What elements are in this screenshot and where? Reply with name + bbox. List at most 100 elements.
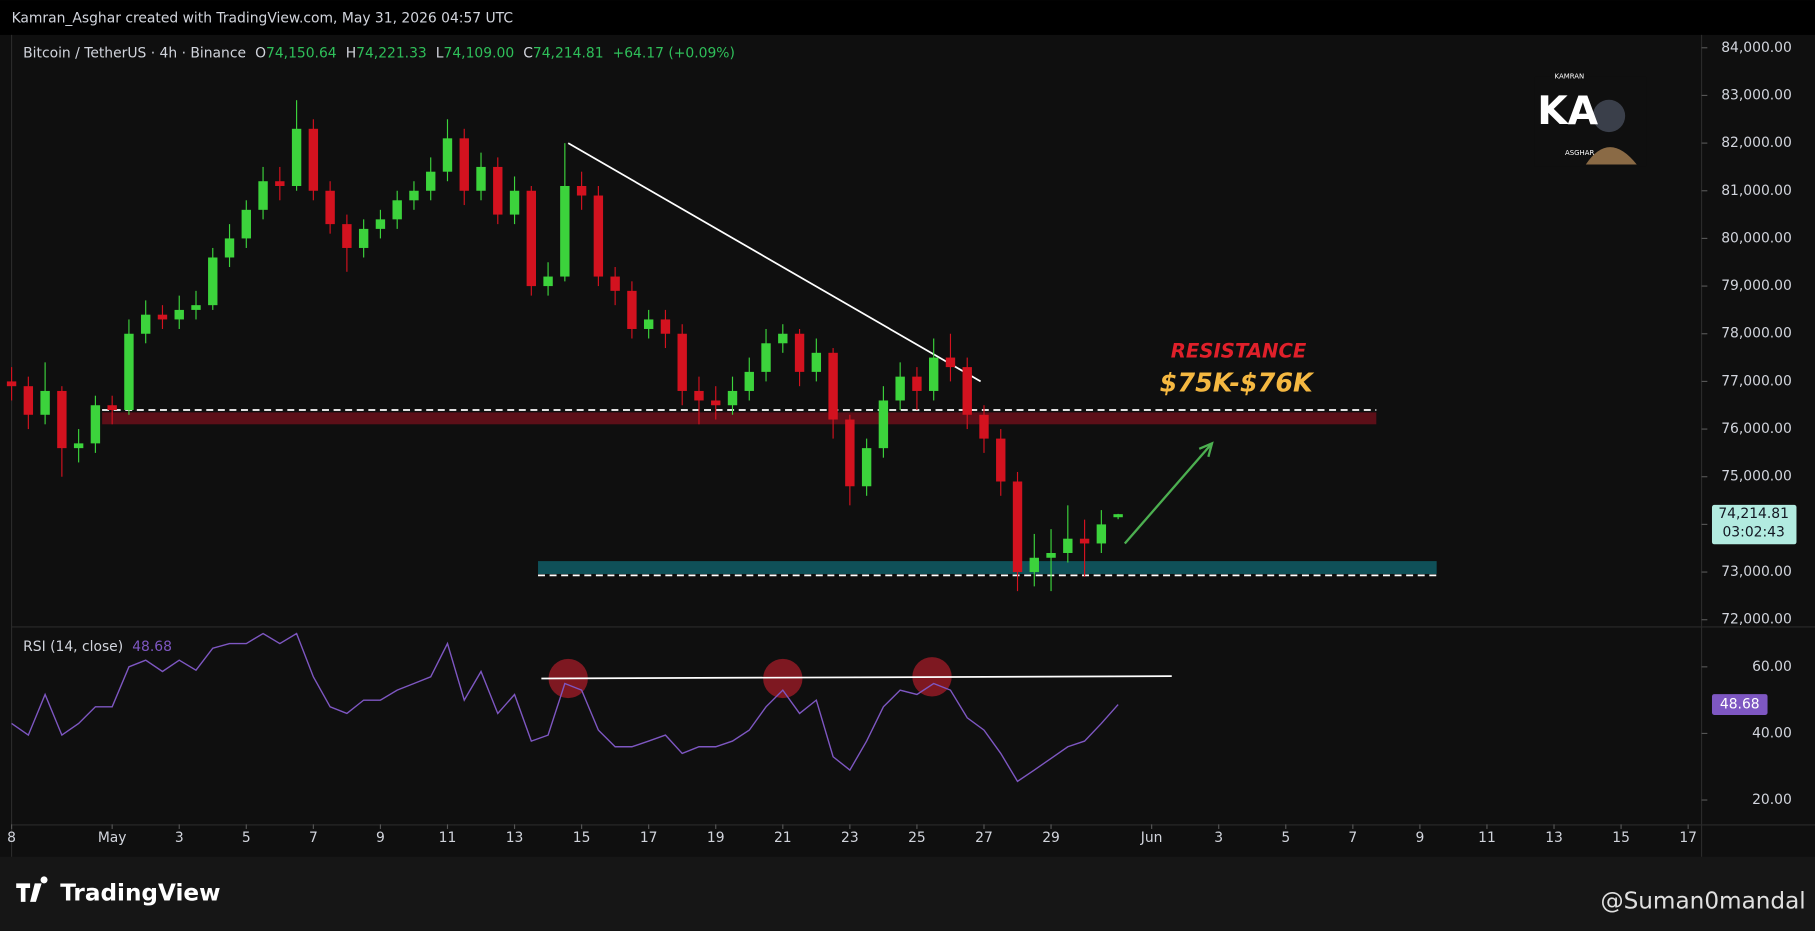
candle-body [73,443,84,449]
ohlc-value: 74,150.64 [266,45,337,61]
candle-body [459,138,469,191]
logo-bottom: ASGHAR [1565,149,1594,157]
x-tick-label: 29 [1042,830,1060,846]
candle-body [811,352,822,372]
x-tick-label: 15 [573,830,591,846]
y-tick-label: 79,000.00 [1721,278,1792,294]
rsi-line [11,632,1119,783]
x-tick-label: 17 [640,830,658,846]
candle-body [576,185,587,196]
x-tick-label: 17 [1679,830,1697,846]
candle-body [643,319,654,329]
y-tick-label: 76,000.00 [1721,421,1792,437]
x-tick-label: May [98,830,127,846]
y-tick-label: 77,000.00 [1721,373,1792,389]
candle-body [291,128,302,186]
change: +64.17 (+0.09%) [613,45,735,61]
brand-icon [16,876,48,902]
y-tick-label: 80,000.00 [1721,230,1792,246]
candle-body [493,166,503,215]
last-price-label: 74,214.81 [1718,506,1789,522]
candle-body [895,376,905,401]
candle-body [912,376,922,391]
candle-body [1012,481,1023,573]
handle: @Suman0mandal [1600,888,1805,914]
x-tick-label: 7 [309,830,318,846]
x-tick-label: 11 [439,830,457,846]
candle-body [1096,524,1107,544]
candle-body [426,171,436,191]
candle-body [878,400,889,449]
plot: 72,000.0073,000.0074,000.0075,000.0076,0… [6,40,1797,846]
rsi-value-box [1711,694,1768,715]
candle-body [90,405,101,444]
y-tick-label: 78,000.00 [1721,326,1792,342]
candle-body [442,138,453,172]
candle-body [761,343,771,372]
candle-body [40,390,50,415]
candle-body [208,257,218,306]
x-tick-label: 13 [1545,830,1563,846]
candle-body [945,357,956,368]
ohlc-key: H [346,45,356,61]
ohlc-value: 74,221.33 [356,45,427,61]
candle-body [325,190,335,225]
y-tick-label: 82,000.00 [1721,135,1792,151]
candle-body [57,390,67,449]
avatar-body [1585,147,1637,165]
candle-body [224,238,235,258]
credit: Kamran_Asghar created with TradingView.c… [12,11,513,27]
candle-body [610,276,620,291]
candle-body [509,190,520,215]
avatar-head [1592,99,1626,133]
candle-body [476,166,486,191]
y-tick-label: 60.00 [1752,659,1792,675]
candle-body [996,438,1006,482]
ohlc-key: C [523,45,533,61]
x-tick-label: 9 [1415,830,1424,846]
candle-body [778,333,788,344]
x-tick-label: 5 [242,830,251,846]
x-tick-label: 3 [1214,830,1223,846]
candle-body [241,209,251,239]
candle-body [275,181,285,186]
candle-body [526,190,537,287]
rsi-value-label: 48.68 [1720,697,1760,713]
candle-body [1113,514,1123,518]
candle-body [1079,538,1090,544]
candle-body [677,333,687,391]
y-tick-label: 81,000.00 [1721,183,1792,199]
zone [538,561,1437,574]
countdown-label: 03:02:43 [1722,525,1784,541]
x-tick-label: 25 [908,830,926,846]
x-tick-label: 21 [774,830,792,846]
candle-body [409,190,419,201]
x-tick-label: 15 [1612,830,1630,846]
candle-body [727,390,738,406]
x-tick-label: 9 [376,830,385,846]
y-tick-label: 75,000.00 [1721,469,1792,485]
rsi-value: 48.68 [132,639,172,655]
x-tick-label: 3 [175,830,184,846]
logo-top: KAMRAN [1555,73,1585,81]
last-price-box [1711,504,1797,545]
annotation-label: RESISTANCE [1171,340,1307,363]
rsi-title: RSI (14, close) [23,639,123,655]
brand: TradingView [16,876,221,906]
ohlc-value: 74,109.00 [444,45,515,61]
candle-body [828,352,838,420]
x-tick-label: 5 [1281,830,1290,846]
candle-body [358,228,369,248]
candle-body [1046,552,1056,558]
annotation-label: $75K-$76K [1160,368,1315,398]
arrow [1123,442,1213,545]
symbol-legend: Bitcoin / TetherUS · 4h · Binance O74,15… [23,45,735,61]
arrow-head [1198,441,1214,458]
candle-body [375,219,386,229]
candle-body [660,319,671,334]
candle-body [107,405,117,411]
y-tick-label: 72,000.00 [1721,612,1792,628]
candle-body [1029,557,1039,573]
